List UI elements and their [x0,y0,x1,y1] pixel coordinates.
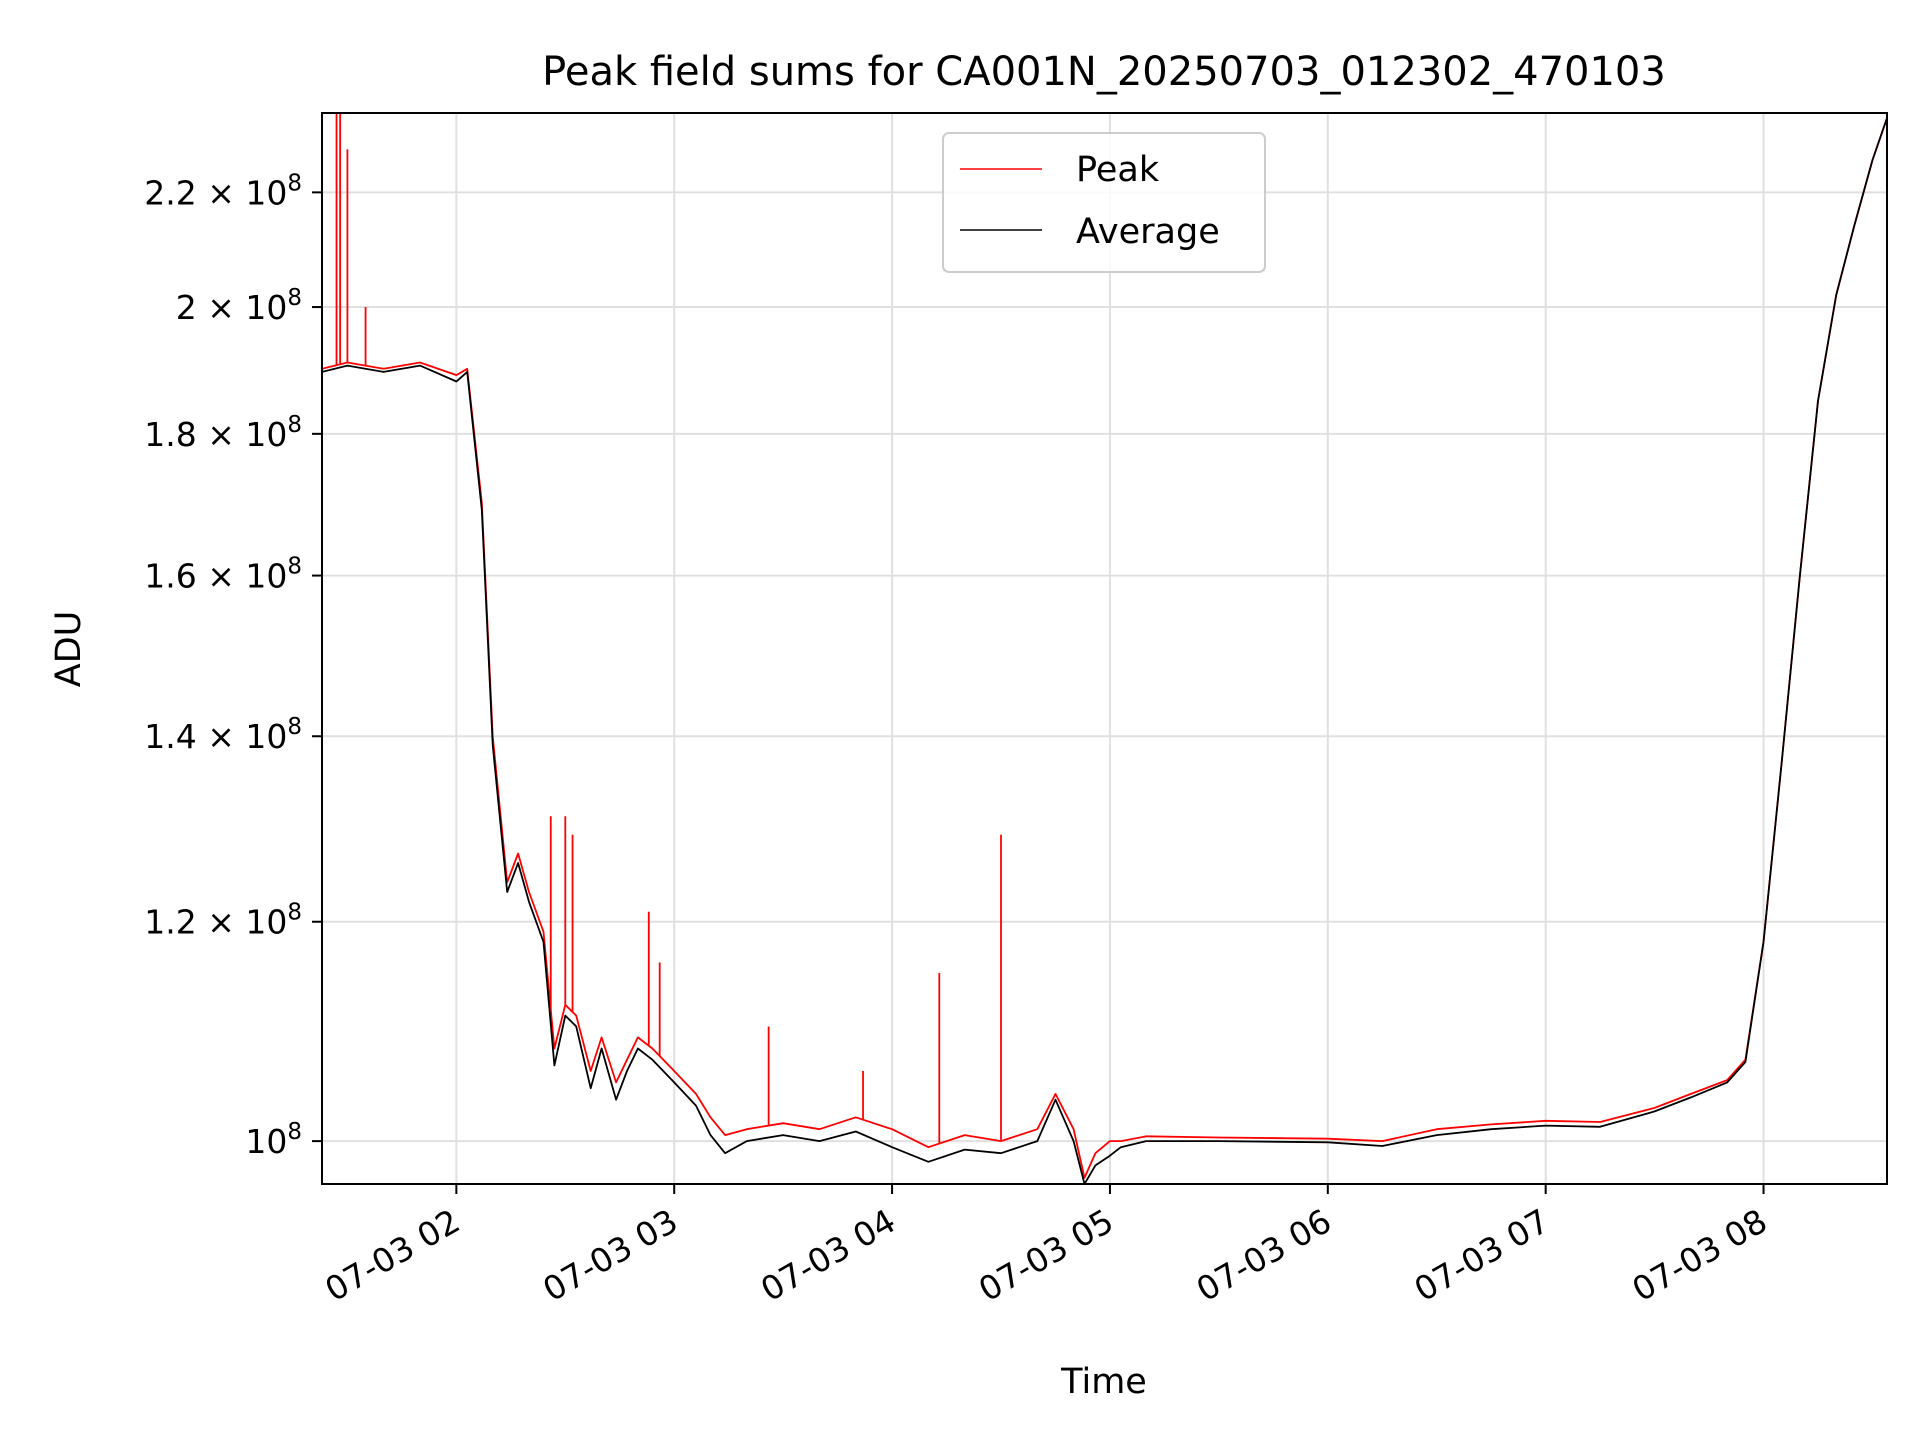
y-tick-label: 1.2 × 108 [144,900,302,942]
y-tick-label: 1.6 × 108 [144,554,302,596]
x-axis-label: Time [1060,1362,1147,1402]
legend: Peak Average [942,132,1266,273]
y-axis-label: ADU [49,611,89,688]
y-axis: 108 1.2 × 108 1.4 × 108 1.6 × 108 1.8 × 108 2… [144,170,322,1161]
y-tick-label: 2 × 108 [176,285,302,327]
y-tick-label: 1.8 × 108 [144,412,302,454]
y-tick-label: 108 [245,1119,302,1161]
legend-label-average: Average [1076,212,1220,252]
y-tick-label: 2.2 × 108 [144,170,302,212]
series-line-peak [322,117,1887,1179]
series-lines [322,113,1887,1184]
plot-frame [321,112,1888,1185]
series-line-average [322,117,1887,1184]
legend-label-peak: Peak [1076,150,1160,190]
legend-box [942,132,1266,273]
plot-area [322,113,1887,1184]
chart-title: Peak field sums for CA001N_20250703_0123… [542,49,1666,95]
y-tick-label: 1.4 × 108 [144,714,302,756]
